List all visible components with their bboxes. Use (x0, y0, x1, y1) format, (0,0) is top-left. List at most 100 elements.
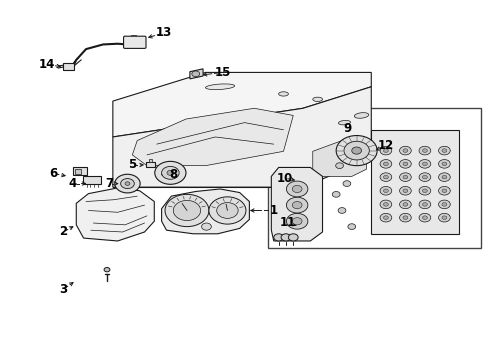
Text: 8: 8 (169, 168, 178, 181)
Text: 7: 7 (104, 177, 113, 190)
Circle shape (399, 159, 410, 168)
Circle shape (191, 71, 199, 77)
Circle shape (422, 203, 427, 206)
Circle shape (292, 202, 302, 209)
Circle shape (164, 194, 208, 226)
Ellipse shape (278, 92, 288, 96)
Circle shape (343, 141, 368, 160)
Circle shape (402, 149, 407, 152)
Circle shape (438, 173, 449, 181)
Circle shape (379, 200, 391, 209)
Text: 10: 10 (276, 172, 292, 185)
Circle shape (292, 185, 302, 193)
Polygon shape (271, 167, 322, 241)
Circle shape (399, 213, 410, 222)
Circle shape (155, 161, 185, 184)
Circle shape (402, 175, 407, 179)
Polygon shape (113, 87, 370, 187)
Circle shape (438, 159, 449, 168)
Circle shape (161, 166, 179, 179)
Polygon shape (113, 72, 370, 137)
Text: 15: 15 (214, 66, 230, 79)
Circle shape (335, 135, 376, 166)
Text: 9: 9 (343, 122, 351, 135)
Text: 2: 2 (59, 225, 67, 238)
Circle shape (438, 186, 449, 195)
Text: 1: 1 (269, 204, 277, 217)
Text: 4: 4 (69, 177, 77, 190)
Circle shape (273, 234, 283, 241)
Circle shape (115, 174, 140, 193)
Circle shape (422, 149, 427, 152)
Circle shape (342, 181, 350, 186)
Circle shape (422, 175, 427, 179)
Circle shape (331, 192, 339, 197)
Circle shape (441, 175, 446, 179)
Circle shape (418, 173, 430, 181)
Polygon shape (132, 108, 293, 166)
Circle shape (422, 162, 427, 166)
Bar (63, 63, 74, 69)
Bar (267, 108, 480, 248)
Circle shape (288, 234, 298, 241)
Polygon shape (76, 188, 154, 241)
Circle shape (418, 159, 430, 168)
Circle shape (379, 173, 391, 181)
Ellipse shape (205, 84, 234, 90)
Circle shape (281, 234, 290, 241)
Circle shape (173, 201, 200, 221)
Circle shape (286, 181, 307, 197)
Circle shape (216, 203, 238, 219)
Text: 13: 13 (156, 27, 172, 40)
FancyBboxPatch shape (123, 36, 146, 48)
Circle shape (125, 182, 130, 185)
Circle shape (383, 162, 387, 166)
Text: 11: 11 (279, 216, 295, 229)
Ellipse shape (338, 120, 350, 125)
Polygon shape (312, 137, 366, 176)
Circle shape (438, 200, 449, 209)
Circle shape (383, 189, 387, 193)
Text: 5: 5 (128, 158, 136, 171)
Circle shape (441, 216, 446, 220)
Circle shape (379, 146, 391, 155)
Circle shape (441, 162, 446, 166)
Circle shape (418, 186, 430, 195)
Circle shape (347, 224, 355, 229)
Circle shape (166, 170, 173, 175)
Ellipse shape (354, 113, 368, 118)
Circle shape (402, 203, 407, 206)
Polygon shape (131, 35, 136, 37)
Circle shape (402, 216, 407, 220)
Circle shape (422, 216, 427, 220)
Circle shape (418, 200, 430, 209)
Circle shape (402, 189, 407, 193)
Circle shape (399, 200, 410, 209)
Circle shape (399, 173, 410, 181)
Circle shape (292, 218, 302, 225)
Circle shape (286, 197, 307, 213)
Circle shape (438, 213, 449, 222)
Circle shape (438, 146, 449, 155)
Circle shape (399, 186, 410, 195)
Circle shape (402, 162, 407, 166)
Circle shape (383, 203, 387, 206)
Circle shape (399, 146, 410, 155)
Polygon shape (189, 69, 203, 79)
Circle shape (441, 189, 446, 193)
Circle shape (379, 186, 391, 195)
Circle shape (379, 213, 391, 222)
Circle shape (383, 149, 387, 152)
Polygon shape (149, 159, 152, 162)
Circle shape (441, 149, 446, 152)
Polygon shape (161, 189, 249, 234)
Circle shape (208, 197, 245, 224)
Polygon shape (75, 168, 81, 174)
Circle shape (337, 208, 345, 213)
Text: 6: 6 (49, 167, 58, 180)
Circle shape (286, 213, 307, 229)
Circle shape (379, 159, 391, 168)
Circle shape (121, 179, 134, 189)
Circle shape (418, 213, 430, 222)
Text: 12: 12 (377, 139, 393, 152)
